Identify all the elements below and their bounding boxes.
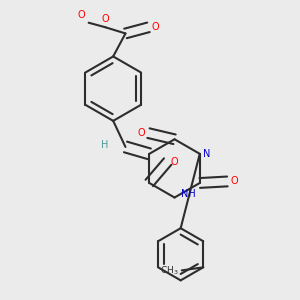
Text: H: H [101, 140, 109, 150]
Text: O: O [230, 176, 238, 186]
Text: O: O [138, 128, 146, 138]
Text: O: O [102, 14, 109, 24]
Text: O: O [78, 10, 85, 20]
Text: O: O [171, 157, 178, 166]
Text: N: N [203, 149, 210, 159]
Text: CH$_3$: CH$_3$ [160, 264, 179, 277]
Text: O: O [152, 22, 159, 32]
Text: NH: NH [181, 190, 195, 200]
